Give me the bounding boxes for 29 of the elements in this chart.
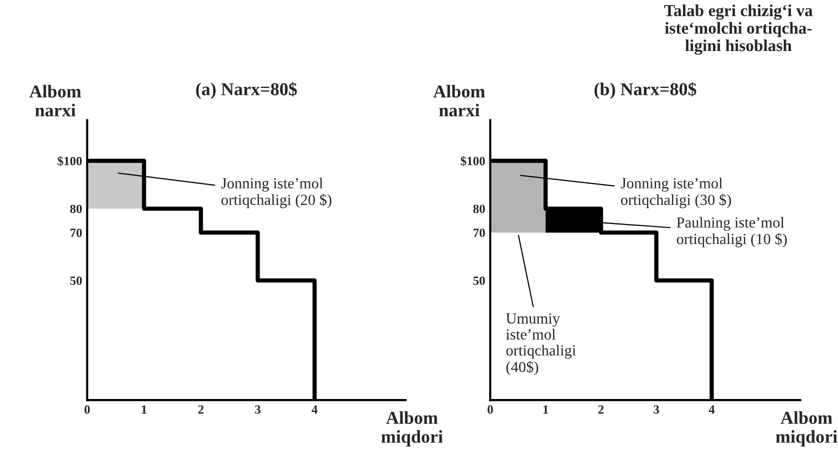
x-tick-label: 3 [255,405,260,414]
y-tick-label: 70 [474,228,485,238]
y-tick-label: 50 [473,276,485,285]
y-axis-title: Albom narxi [29,84,82,116]
y-tick-label: 50 [70,276,82,285]
annotation: Jonning iste’mol ortiqchaligi (20 $) [221,178,332,208]
annotation: Umumiy iste’mol ortiqchaligi (40$) [506,313,576,376]
y-tick-label: $100 [58,156,82,166]
y-tick-label: 80 [473,204,485,214]
x-tick-label: 1 [543,405,548,414]
x-tick-label: 4 [708,405,715,414]
x-tick-label: 1 [142,405,146,414]
x-tick-label: 0 [84,405,90,414]
text: Talab egri chizig‘i va iste‘molchi ortiqcha- ligini hisoblash [664,4,813,55]
x-tick-label: 4 [312,405,318,414]
y-tick-label: $100 [460,156,485,166]
y-tick-label: 80 [70,204,82,214]
x-tick-label: 3 [654,405,660,414]
x-tick-label: 2 [198,405,204,414]
annotation: Paulning iste’mol ortiqchaligi (10 $) [676,216,787,248]
y-axis-title: Albom narxi [433,84,485,116]
x-axis-title: Albom miqdori [776,411,838,446]
x-axis-title: Albom miqdori [381,411,443,446]
x-tick-label: 2 [598,405,604,414]
chart-title: (a) Narx=80$ [196,82,297,99]
y-tick-label: 70 [70,228,82,238]
annotation: Jonning iste’mol ortiqchaligi (30 $) [620,178,731,208]
x-tick-label: 0 [488,405,493,414]
chart-title: (b) Narx=80$ [594,82,696,99]
